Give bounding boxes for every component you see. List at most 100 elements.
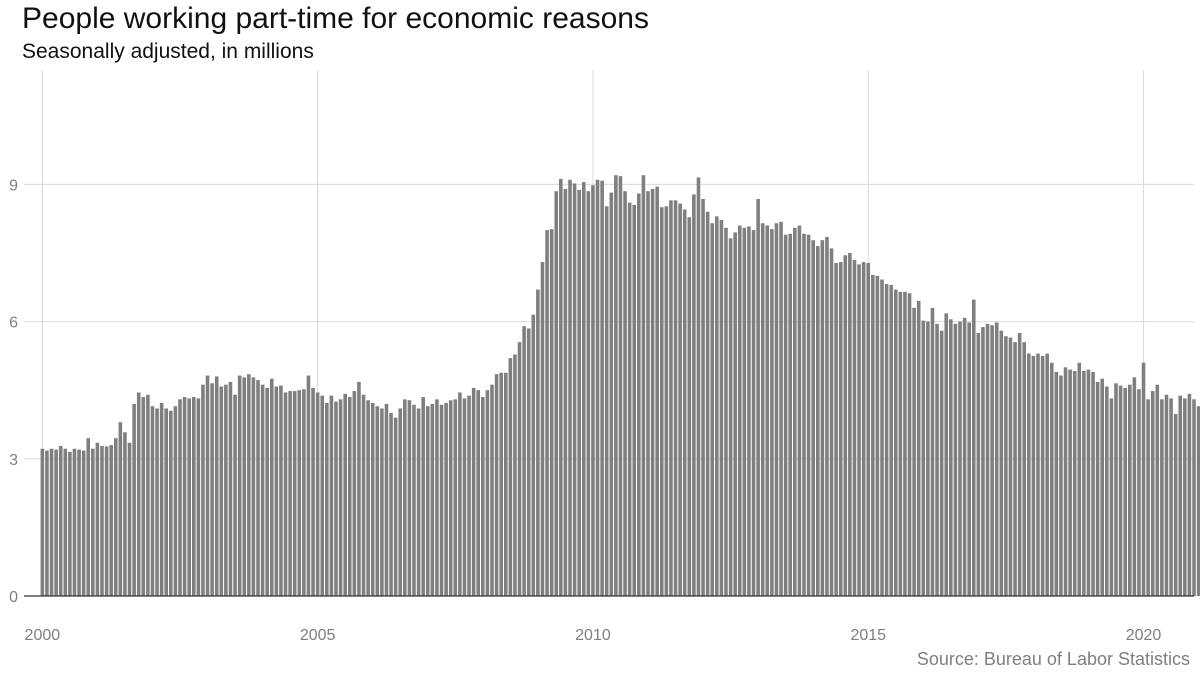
bar [682, 209, 687, 596]
bar [288, 391, 292, 596]
bar [214, 376, 219, 596]
bar [467, 395, 471, 596]
bar [136, 392, 141, 596]
bar [907, 293, 912, 596]
bar [673, 200, 678, 597]
bar [618, 176, 623, 597]
y-tick-label: 3 [9, 452, 18, 469]
bar [462, 398, 467, 596]
bar [113, 438, 118, 596]
bar [903, 291, 907, 596]
bar [806, 234, 811, 596]
bar [205, 375, 210, 596]
bars [40, 175, 1200, 597]
chart-caption: Source: Bureau of Labor Statistics [916, 649, 1190, 669]
bar [297, 390, 302, 596]
bar [962, 317, 967, 596]
bar [971, 299, 976, 596]
bar [1045, 353, 1049, 596]
bar [412, 404, 416, 596]
bar [448, 400, 453, 596]
bar [880, 279, 884, 596]
bar [366, 400, 370, 596]
bar [494, 374, 499, 596]
bar [403, 399, 407, 596]
bar [453, 399, 458, 596]
bar [141, 397, 146, 596]
bar [1146, 399, 1150, 596]
bar [1137, 389, 1141, 596]
bar [458, 392, 462, 596]
bar [425, 406, 430, 596]
bar [1068, 369, 1072, 596]
x-tick-label: 2010 [575, 627, 611, 644]
bar [1164, 394, 1169, 596]
bar [178, 399, 182, 596]
bar [595, 179, 600, 596]
bar [1077, 362, 1082, 596]
bar [861, 262, 866, 596]
bar [233, 394, 237, 596]
bar [650, 188, 655, 597]
bar [187, 398, 191, 596]
bar [659, 207, 664, 596]
bar [536, 289, 540, 596]
bar [664, 206, 669, 597]
bar [939, 330, 944, 596]
bar [921, 320, 926, 596]
bar [581, 182, 586, 596]
bar [1169, 398, 1173, 596]
x-tick-label: 2000 [25, 627, 61, 644]
y-tick-label: 0 [9, 589, 18, 606]
bar [357, 381, 361, 596]
bar [132, 403, 136, 596]
bar [54, 449, 58, 596]
bar [315, 392, 320, 596]
bar [765, 225, 770, 596]
bar [944, 313, 949, 596]
bar [283, 392, 288, 596]
bar [916, 300, 921, 596]
bar [811, 240, 815, 596]
bar [58, 445, 63, 596]
bar [985, 323, 990, 596]
bar [476, 390, 481, 596]
bar [563, 188, 568, 597]
bar [508, 358, 513, 596]
bar [343, 393, 347, 596]
bar [347, 397, 352, 596]
bar [109, 445, 113, 596]
x-tick-label: 2020 [1126, 627, 1162, 644]
bar [123, 432, 127, 596]
bar [481, 397, 485, 596]
bar [1004, 336, 1008, 596]
bar [77, 449, 81, 596]
bar [760, 223, 765, 597]
bar [747, 226, 751, 596]
bar [678, 203, 682, 596]
bar [820, 240, 825, 596]
bar [646, 191, 650, 596]
bar [710, 223, 715, 597]
bar [1086, 369, 1091, 596]
bar [770, 229, 774, 597]
bar [609, 192, 614, 596]
bar [852, 259, 857, 596]
bar [600, 180, 604, 596]
bar [623, 191, 627, 596]
bar [1196, 406, 1200, 596]
bar [325, 402, 329, 596]
bar [302, 389, 306, 596]
bar [1141, 362, 1146, 596]
bar [1118, 385, 1123, 596]
bar [815, 246, 820, 596]
bar [1054, 371, 1059, 596]
bar [737, 225, 742, 596]
bar [334, 401, 338, 596]
bar [150, 406, 155, 596]
bar [100, 445, 104, 596]
bar [517, 342, 522, 596]
bar [898, 291, 903, 596]
bar [201, 384, 205, 596]
bar [237, 375, 242, 596]
